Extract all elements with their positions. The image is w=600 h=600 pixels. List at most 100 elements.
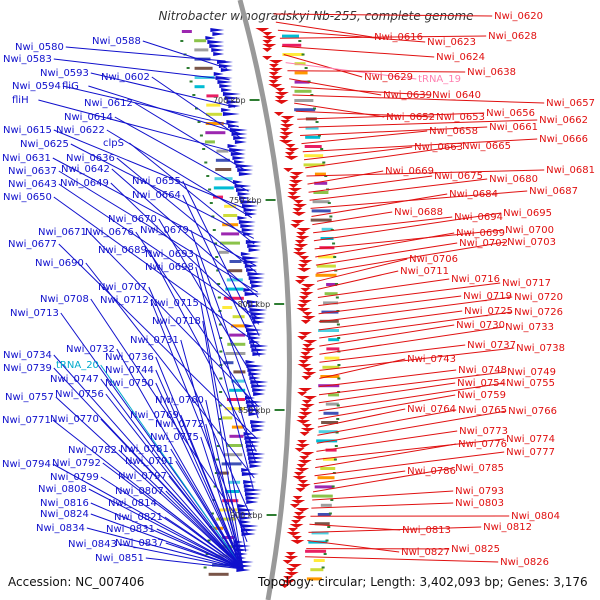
label-connector-right [315,232,455,258]
gene-label-right: Nwi_0694 [454,212,503,223]
label-connector-left [52,463,244,570]
label-connector-left [88,231,259,408]
marker [313,107,317,110]
gene-arrow-right [255,28,270,32]
label-connector-left [90,502,244,570]
label-connector-left [155,382,244,570]
gene-arrow-right [300,452,315,456]
gene-arrow-right [289,172,304,176]
gene-arrow-right [297,392,308,396]
feature-block [229,333,246,337]
feature-block [311,209,331,213]
gene-arrow-right [280,116,295,120]
marker [203,566,207,569]
label-connector-right [318,371,506,396]
gene-arrow-left [245,492,262,496]
label-connector-right [287,70,466,73]
gene-arrow-right [279,128,290,132]
feature-block [232,315,245,319]
marker [323,553,327,555]
gene-arrow-right [290,220,305,224]
gene-label-right: Nwi_0766 [508,406,557,417]
gene-arrow-right [302,396,317,400]
feature-block [227,342,246,346]
gene-label-left: Nwi_0622 [56,125,105,136]
label-connector-left [195,253,257,463]
gene-arrow-left [239,196,251,200]
gene-arrow-right [302,372,317,376]
label-connector-left [65,46,226,62]
label-connector-left [200,302,247,552]
gene-arrow-right [296,232,307,236]
feature-block [230,324,245,328]
gene-arrow-right [300,320,311,324]
gene-arrow-left [248,412,260,416]
gene-label-right: Nwi_0700 [505,225,554,236]
label-connector-left [58,170,258,293]
gene-arrow-left [248,248,261,252]
feature-block [206,112,223,116]
label-connector-right [319,324,455,347]
feature-block [304,154,324,158]
gene-arrow-left [238,220,256,224]
label-connector-right [302,138,538,153]
gene-arrow-right [269,60,284,64]
marker [320,148,324,150]
gene-label-right: Nwi_0658 [429,126,478,137]
feature-block [321,421,339,424]
gene-label-left: Nwi_0750 [105,378,154,389]
feature-block [304,145,322,148]
gene-arrow-right [284,156,299,160]
gene-arrow-right [273,112,284,116]
label-connector-left [53,354,244,570]
label-connector-left [150,299,248,542]
gene-label-right: tRNA_19 [418,74,461,85]
gene-label-left: Nwi_0708 [40,294,89,305]
gene-arrow-left [217,80,233,84]
gene-arrow-right [298,480,309,484]
gene-label-right: Nwi_0699 [456,228,505,239]
label-connector-right [318,394,456,420]
gene-arrow-right [302,312,313,316]
label-connector-left [88,488,244,570]
gene-label-left: Nwi_0631 [2,153,51,164]
feature-block [222,416,233,420]
label-connector-right [300,126,488,136]
gene-arrow-right [279,136,290,140]
marker [335,431,339,434]
feature-block [233,370,246,374]
gene-arrow-right [287,192,298,196]
gene-label-left: Nwi_0772 [155,419,204,430]
gene-arrow-right [303,368,314,372]
gene-arrow-right [293,200,304,204]
marker [202,148,206,150]
gene-label-left: Nwi_0642 [61,164,110,175]
gene-label-right: Nwi_0777 [506,447,555,458]
feature-block [317,476,335,480]
gene-label-right: Nwi_0719 [463,291,512,302]
gene-arrow-left [253,392,266,396]
kbp-tick-label: 750 kbp [229,196,262,205]
gene-arrow-left [230,152,246,156]
label-connector-right [316,241,506,274]
gene-arrow-right [274,96,285,100]
gene-arrow-right [296,420,311,424]
marker [218,418,222,420]
label-connector-left [90,298,249,535]
gene-arrow-left [243,232,255,236]
gene-label-right: Nwi_0681 [546,165,595,176]
feature-block [215,158,230,162]
feature-block [305,549,327,553]
feature-block [325,402,339,406]
gene-arrow-right [293,472,304,476]
gene-label-right: Nwi_0726 [514,307,563,318]
feature-block [318,329,340,332]
marker [208,188,212,191]
gene-arrow-left [240,224,256,228]
gene-arrow-left [221,88,233,92]
label-connector-right [319,347,515,371]
gene-arrow-right [297,268,312,272]
feature-block [218,250,229,254]
feature-block [312,200,330,204]
gene-arrow-left [210,28,225,32]
